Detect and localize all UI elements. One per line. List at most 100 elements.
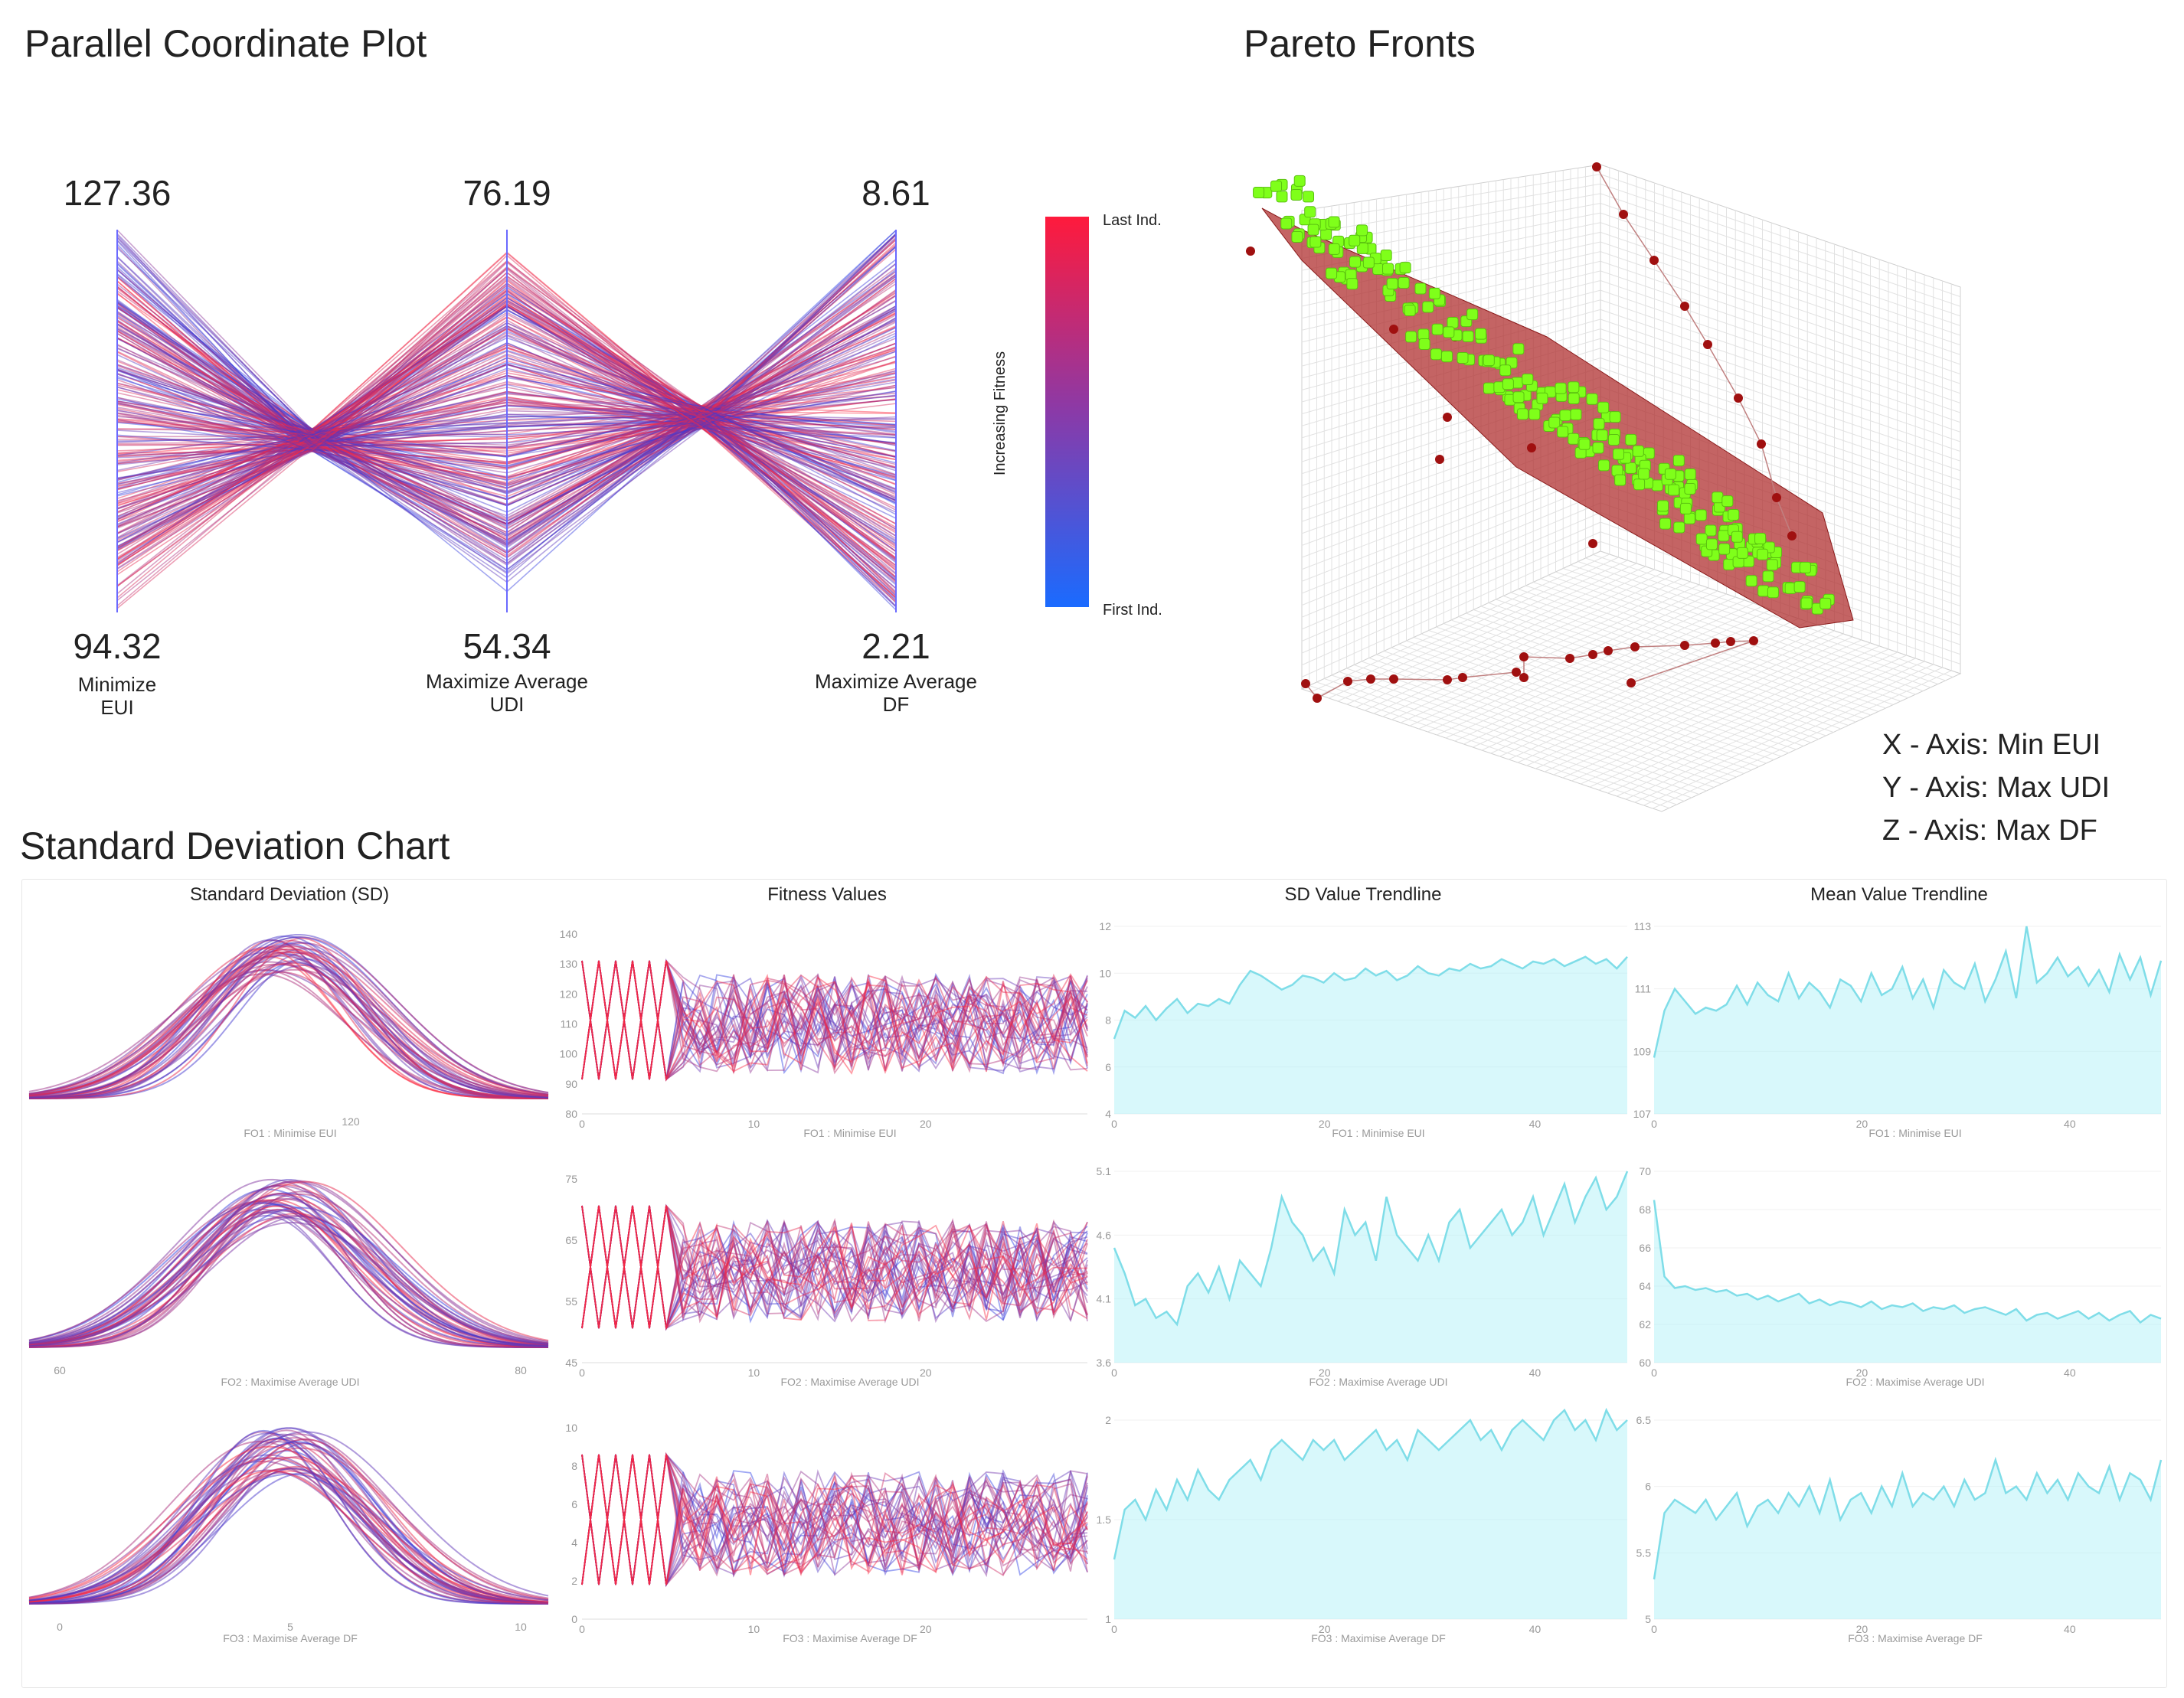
front-point — [1705, 524, 1717, 537]
mean-trend-xtick: 40 — [2064, 1623, 2076, 1635]
front-point — [1632, 445, 1644, 457]
front-point — [1592, 442, 1604, 454]
sd-tick: 80 — [515, 1364, 527, 1376]
front-point — [1290, 189, 1303, 201]
sd-trend-xtick: 20 — [1319, 1623, 1331, 1635]
sd-chart-panel — [21, 879, 2167, 1688]
sd-curves-row-2 — [28, 1178, 549, 1348]
front-point — [1695, 533, 1708, 545]
front-point — [1672, 455, 1685, 467]
mean-trend-line — [1653, 926, 2163, 1058]
projection-point — [1787, 531, 1797, 540]
fitness-lines-row-1 — [581, 958, 1088, 1115]
sd-trend-ytick: 1.5 — [1097, 1514, 1112, 1526]
mean-trend-ytick: 109 — [1633, 1045, 1652, 1057]
fitness-ytick: 80 — [565, 1108, 577, 1120]
fitness-xtick: 10 — [748, 1623, 760, 1635]
front-point — [1612, 448, 1624, 460]
fitness-ytick: 110 — [561, 1018, 578, 1030]
projection-point — [1435, 455, 1444, 464]
pareto-legend-x: X - Axis: Min EUI — [1882, 729, 2101, 761]
mean-trend-xtick: 20 — [1856, 1623, 1868, 1635]
front-point — [1430, 348, 1442, 361]
front-point — [1414, 282, 1427, 295]
sd-xlabel: FO2 : Maximise Average UDI — [221, 1376, 359, 1388]
front-point — [1799, 561, 1811, 573]
mean-trend-xtick: 40 — [2064, 1367, 2076, 1379]
front-point — [1475, 328, 1487, 340]
projection-point — [1726, 637, 1735, 646]
front-point — [1431, 323, 1443, 335]
front-point — [1548, 416, 1561, 429]
front-point — [1380, 249, 1392, 261]
front-point — [1276, 191, 1288, 203]
projection-point — [1619, 210, 1628, 219]
front-point — [1731, 531, 1743, 543]
mean-trend-area — [1654, 1200, 2161, 1363]
front-point — [1307, 224, 1319, 236]
front-point — [1398, 277, 1410, 289]
fitness-ytick: 4 — [571, 1536, 577, 1549]
front-point — [1404, 305, 1416, 317]
front-point — [1328, 216, 1340, 228]
parallel-lines — [116, 229, 897, 612]
front-point — [1597, 459, 1610, 472]
fitness-ytick: 65 — [565, 1234, 577, 1246]
fitness-xlabel: FO2 : Maximise Average UDI — [780, 1376, 919, 1388]
colorbar-axis-label: Increasing Fitness — [992, 351, 1009, 475]
mean-trend-xtick: 20 — [1856, 1118, 1868, 1130]
axis1-label-line2: EUI — [100, 696, 133, 719]
front-point — [1695, 509, 1707, 521]
projection-point — [1772, 493, 1781, 502]
fitness-ytick: 55 — [565, 1295, 577, 1308]
projection-point — [1246, 247, 1255, 256]
front-point — [1557, 426, 1569, 438]
sd-trend-ytick: 5.1 — [1097, 1165, 1112, 1177]
fitness-ytick: 0 — [571, 1613, 577, 1625]
sd-xlabel: FO1 : Minimise EUI — [244, 1127, 336, 1139]
sd-tick: 60 — [54, 1364, 66, 1376]
front-point — [1593, 418, 1605, 430]
front-point — [1721, 495, 1734, 508]
front-point — [1440, 351, 1453, 363]
front-point — [1270, 180, 1283, 192]
axis1-top-value: 127.36 — [64, 173, 172, 213]
sd-trend-row-2 — [1113, 1171, 1629, 1363]
front-point — [1349, 234, 1361, 247]
axis1-label-line1: Minimize — [78, 673, 157, 696]
projection-point — [1519, 673, 1528, 682]
sd-trend-ytick: 10 — [1099, 967, 1111, 979]
front-point — [1633, 478, 1646, 491]
fitness-xtick: 0 — [579, 1623, 585, 1635]
fitness-xtick: 20 — [920, 1367, 932, 1379]
projection-point — [1443, 675, 1452, 684]
mean-trend-xtick: 40 — [2064, 1118, 2076, 1130]
front-point — [1684, 468, 1696, 480]
sd-trend-row-3 — [1113, 1407, 1628, 1620]
front-point — [1793, 581, 1806, 593]
front-point — [1382, 263, 1394, 275]
front-point — [1664, 468, 1676, 480]
projection-point — [1627, 678, 1636, 687]
sd-curves-row-3 — [28, 1427, 549, 1605]
front-point — [1718, 530, 1730, 542]
projection-point — [1389, 325, 1398, 334]
front-point — [1349, 256, 1362, 268]
sd-trend-xtick: 40 — [1529, 1367, 1542, 1379]
fitness-ytick: 90 — [565, 1078, 577, 1090]
mean-trend-ytick: 62 — [1639, 1318, 1651, 1331]
front-point — [1679, 502, 1692, 514]
front-point — [1596, 429, 1608, 442]
front-point — [1683, 512, 1695, 524]
sd-chart-title: Standard Deviation Chart — [20, 825, 450, 867]
mean-trend-ytick: 60 — [1639, 1357, 1651, 1369]
sd-trend-ytick: 3.6 — [1097, 1357, 1112, 1369]
front-point — [1428, 287, 1440, 299]
sd-trend-xtick: 40 — [1529, 1623, 1542, 1635]
sd-trend-xtick: 0 — [1111, 1623, 1117, 1635]
projection-point — [1604, 646, 1613, 655]
front-point — [1483, 382, 1495, 394]
fitness-xtick: 0 — [579, 1118, 585, 1130]
front-point — [1578, 438, 1591, 450]
front-point — [1819, 597, 1832, 609]
